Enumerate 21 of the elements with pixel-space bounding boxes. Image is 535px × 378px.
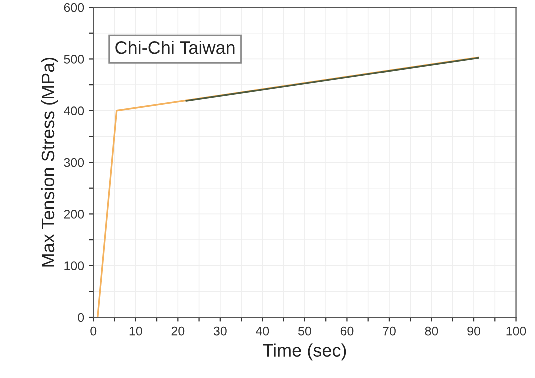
x-tick-label: 20 [172, 326, 185, 336]
annotation: Chi-Chi Taiwan [116, 40, 235, 54]
y-tick-label: 0 [78, 313, 84, 322]
x-tick-label: 70 [383, 326, 396, 336]
x-tick-label: 0 [90, 326, 97, 336]
x-tick-label: 90 [468, 326, 480, 336]
y-tick-label: 100 [64, 262, 84, 271]
y-tick-label: 500 [64, 55, 84, 64]
y-tick-label: 300 [64, 158, 84, 168]
y-axis-title: Max Tension Stress (MPa) [41, 58, 58, 267]
y-tick-label: 200 [64, 210, 84, 219]
x-tick-label: 80 [425, 326, 438, 336]
x-tick-label: 10 [130, 326, 142, 336]
x-tick-label: 60 [340, 326, 354, 336]
x-tick-label: 50 [298, 326, 312, 336]
y-tick-label: 400 [64, 106, 84, 116]
x-tick-label: 100 [506, 326, 526, 336]
x-axis-title: Time (sec) [263, 344, 346, 361]
x-tick-label: 40 [256, 326, 270, 336]
x-tick-label: 30 [214, 326, 227, 336]
y-tick-label: 600 [64, 3, 84, 12]
